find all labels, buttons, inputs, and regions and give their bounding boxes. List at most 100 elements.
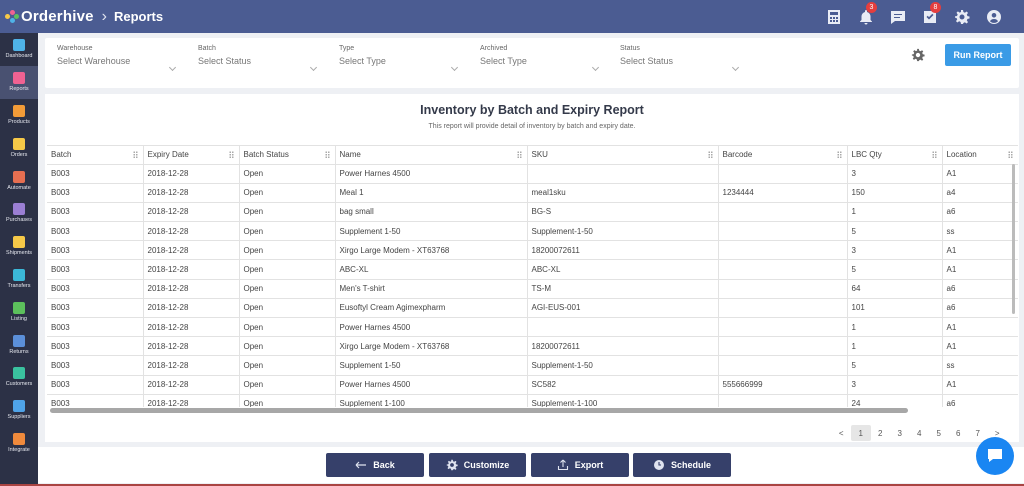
user-icon[interactable] [978, 0, 1010, 33]
horizontal-scrollbar[interactable] [50, 408, 908, 413]
export-button[interactable]: Export [531, 453, 629, 477]
table-row[interactable]: B003 2018-12-28 Open ABC-XL ABC-XL 5 A1 [47, 259, 1018, 280]
column-header[interactable]: Batch Status [239, 146, 336, 165]
sidebar-item-integrate[interactable]: Integrate [0, 427, 38, 460]
pagination-page[interactable]: 4 [917, 428, 922, 438]
breadcrumb[interactable]: Reports [114, 9, 164, 24]
sidebar-item-returns[interactable]: Returns [0, 328, 38, 361]
table-cell: Supplement 1-50 [335, 221, 528, 242]
calculator-icon[interactable] [818, 0, 850, 33]
table-cell: 18200072611 [527, 240, 719, 261]
column-header[interactable]: Expiry Date [143, 146, 240, 165]
customize-button[interactable]: Customize [429, 453, 526, 477]
pagination-page[interactable]: 2 [878, 428, 883, 438]
table-row[interactable]: B003 2018-12-28 Open Supplement 1-50 Supplem… [47, 221, 1018, 242]
table-cell: Open [239, 164, 336, 184]
table-cell [718, 394, 848, 407]
bell-icon[interactable]: 3 [850, 0, 882, 33]
pagination-page[interactable]: 6 [956, 428, 961, 438]
table-cell: 18200072611 [527, 336, 719, 357]
table-cell: Open [239, 375, 336, 395]
pagination-page[interactable]: 1 [851, 425, 871, 441]
run-report-button[interactable]: Run Report [945, 44, 1011, 66]
table-cell: 64 [847, 279, 943, 299]
filter-value: Select Status [198, 56, 252, 66]
gear-icon[interactable] [946, 0, 978, 33]
drag-handle-icon[interactable] [516, 151, 522, 159]
sidebar-item-listing[interactable]: Listing [0, 295, 38, 328]
table-cell: A1 [942, 164, 1018, 184]
pagination-next[interactable]: > [994, 428, 1000, 438]
pagination-page[interactable]: 3 [897, 428, 902, 438]
batch-filter[interactable]: Batch Select Status [198, 45, 318, 72]
type-filter[interactable]: Type Select Type [339, 45, 459, 72]
sidebar-item-products[interactable]: Products [0, 99, 38, 132]
table-cell: TS-M [527, 279, 719, 299]
table-row[interactable]: B003 2018-12-28 Open Supplement 1-50 Supplem… [47, 355, 1018, 376]
table-cell: 150 [847, 183, 943, 203]
sidebar-item-dashboard[interactable]: Dashboard [0, 33, 38, 66]
schedule-label: Schedule [670, 460, 711, 470]
column-header[interactable]: Name [335, 146, 528, 165]
drag-handle-icon[interactable] [228, 151, 234, 159]
table-row[interactable]: B003 2018-12-28 Open Power Harnes 4500 SC582… [47, 375, 1018, 395]
table-row[interactable]: B003 2018-12-28 Open Meal 1 meal1sku 1234444 1… [47, 183, 1018, 203]
back-button[interactable]: Back [326, 453, 424, 477]
table-row[interactable]: B003 2018-12-28 Open Supplement 1-100 Supple… [47, 394, 1018, 407]
sidebar-item-label: Products [8, 118, 30, 125]
table-row[interactable]: B003 2018-12-28 Open Power Harnes 4500 1 A1 [47, 317, 1018, 338]
table-cell [718, 336, 848, 357]
table-cell: a6 [942, 279, 1018, 299]
table-cell: B003 [47, 375, 144, 395]
column-header[interactable]: Batch [47, 146, 144, 165]
drag-handle-icon[interactable] [931, 151, 937, 159]
archived-filter[interactable]: Archived Select Type [480, 45, 600, 72]
sidebar-item-customers[interactable]: Customers [0, 361, 38, 394]
drag-handle-icon[interactable] [132, 151, 138, 159]
pagination-page[interactable]: 7 [975, 428, 980, 438]
column-header-label: Location [946, 150, 977, 160]
column-header[interactable]: SKU [527, 146, 719, 165]
sidebar-item-purchases[interactable]: Purchases [0, 197, 38, 230]
drag-handle-icon[interactable] [1007, 151, 1013, 159]
column-header[interactable]: Barcode [718, 146, 848, 165]
drag-handle-icon[interactable] [324, 151, 330, 159]
app-logo[interactable]: Orderhive [5, 8, 94, 25]
warehouse-filter[interactable]: Warehouse Select Warehouse [57, 45, 177, 72]
table-cell: 24 [847, 394, 943, 407]
sidebar-item-label: Reports [9, 86, 29, 93]
table-cell: Open [239, 355, 336, 376]
table-row[interactable]: B003 2018-12-28 Open Men's T-shirt TS-M 64 a6 [47, 279, 1018, 299]
sidebar-item-transfers[interactable]: Transfers [0, 263, 38, 296]
sidebar-item-shipments[interactable]: Shipments [0, 230, 38, 263]
table-row[interactable]: B003 2018-12-28 Open bag small BG-S 1 a6 [47, 202, 1018, 223]
sidebar-item-automate[interactable]: Automate [0, 164, 38, 197]
schedule-button[interactable]: Schedule [633, 453, 731, 477]
table-cell: Men's T-shirt [335, 279, 528, 299]
column-header-label: Batch [51, 150, 72, 160]
table-cell: Supplement-1-50 [527, 221, 719, 242]
shipments-icon [13, 236, 25, 249]
table-cell: AGI-EUS-001 [527, 298, 719, 319]
drag-handle-icon[interactable] [836, 151, 842, 159]
pagination-prev[interactable]: < [838, 428, 844, 438]
column-header[interactable]: Location [942, 146, 1018, 165]
settings-gear-icon[interactable] [911, 48, 925, 62]
pagination-page[interactable]: 5 [936, 428, 941, 438]
table-cell: Power Harnes 4500 [335, 375, 528, 395]
sidebar-item-reports[interactable]: Reports [0, 65, 38, 99]
table-row[interactable]: B003 2018-12-28 Open Xirgo Large Modem - XT… [47, 336, 1018, 357]
table-row[interactable]: B003 2018-12-28 Open Xirgo Large Modem - XT… [47, 240, 1018, 261]
vertical-scrollbar[interactable] [1012, 164, 1015, 314]
chat-widget-button[interactable] [976, 437, 1014, 475]
sidebar-item-orders[interactable]: Orders [0, 131, 38, 164]
sidebar-item-label: Returns [9, 348, 29, 355]
sidebar-item-suppliers[interactable]: Suppliers [0, 394, 38, 427]
chat-icon[interactable] [882, 0, 914, 33]
drag-handle-icon[interactable] [707, 151, 713, 159]
column-header[interactable]: LBC Qty [847, 146, 943, 165]
table-row[interactable]: B003 2018-12-28 Open Power Harnes 4500 3 A1 [47, 164, 1018, 184]
table-row[interactable]: B003 2018-12-28 Open Eusoftyl Cream Agimexp… [47, 298, 1018, 319]
tasks-icon[interactable]: 8 [914, 0, 946, 33]
status-filter[interactable]: Status Select Status [620, 45, 740, 72]
